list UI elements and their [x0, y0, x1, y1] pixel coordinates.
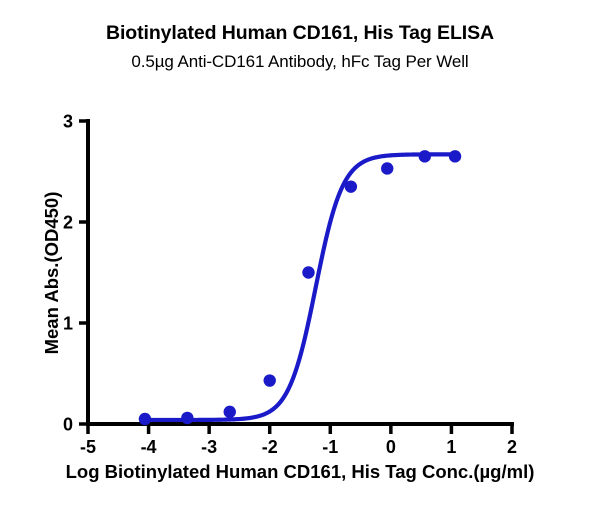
- y-tick-label: 1: [63, 314, 73, 334]
- data-point-marker: [302, 266, 315, 279]
- data-point-marker: [344, 180, 358, 193]
- y-tick-label: 2: [63, 213, 73, 233]
- data-point-marker: [223, 405, 236, 419]
- data-point-marker: [418, 150, 431, 163]
- x-tick-label: -1: [322, 437, 338, 457]
- data-point-marker: [381, 162, 394, 175]
- chart-title: Biotinylated Human CD161, His Tag ELISA: [106, 22, 494, 44]
- data-points: [138, 150, 462, 426]
- y-axis-ticks: 0 1 2 3: [63, 112, 88, 435]
- x-tick-label: -3: [201, 437, 217, 457]
- data-point-marker: [263, 374, 276, 387]
- data-point-marker: [448, 150, 462, 163]
- y-axis-label: Mean Abs.(OD450): [41, 192, 62, 355]
- x-tick-label: -5: [80, 437, 96, 457]
- x-axis-label: Log Biotinylated Human CD161, His Tag Co…: [66, 461, 535, 482]
- x-tick-label: -2: [262, 437, 278, 457]
- x-tick-label: -4: [141, 437, 157, 457]
- chart-subtitle: 0.5µg Anti-CD161 Antibody, hFc Tag Per W…: [131, 52, 469, 71]
- y-tick-label: 3: [63, 112, 73, 132]
- fit-curve-line: [142, 152, 458, 423]
- x-tick-label: 0: [386, 437, 396, 457]
- y-tick-label: 0: [63, 415, 73, 435]
- x-tick-label: 2: [507, 437, 517, 457]
- data-point-marker: [181, 411, 194, 425]
- x-tick-label: 1: [446, 437, 456, 457]
- x-axis-ticks: -5 -4 -3 -2 -1 0 1 2: [80, 424, 517, 457]
- data-point-marker: [138, 412, 152, 426]
